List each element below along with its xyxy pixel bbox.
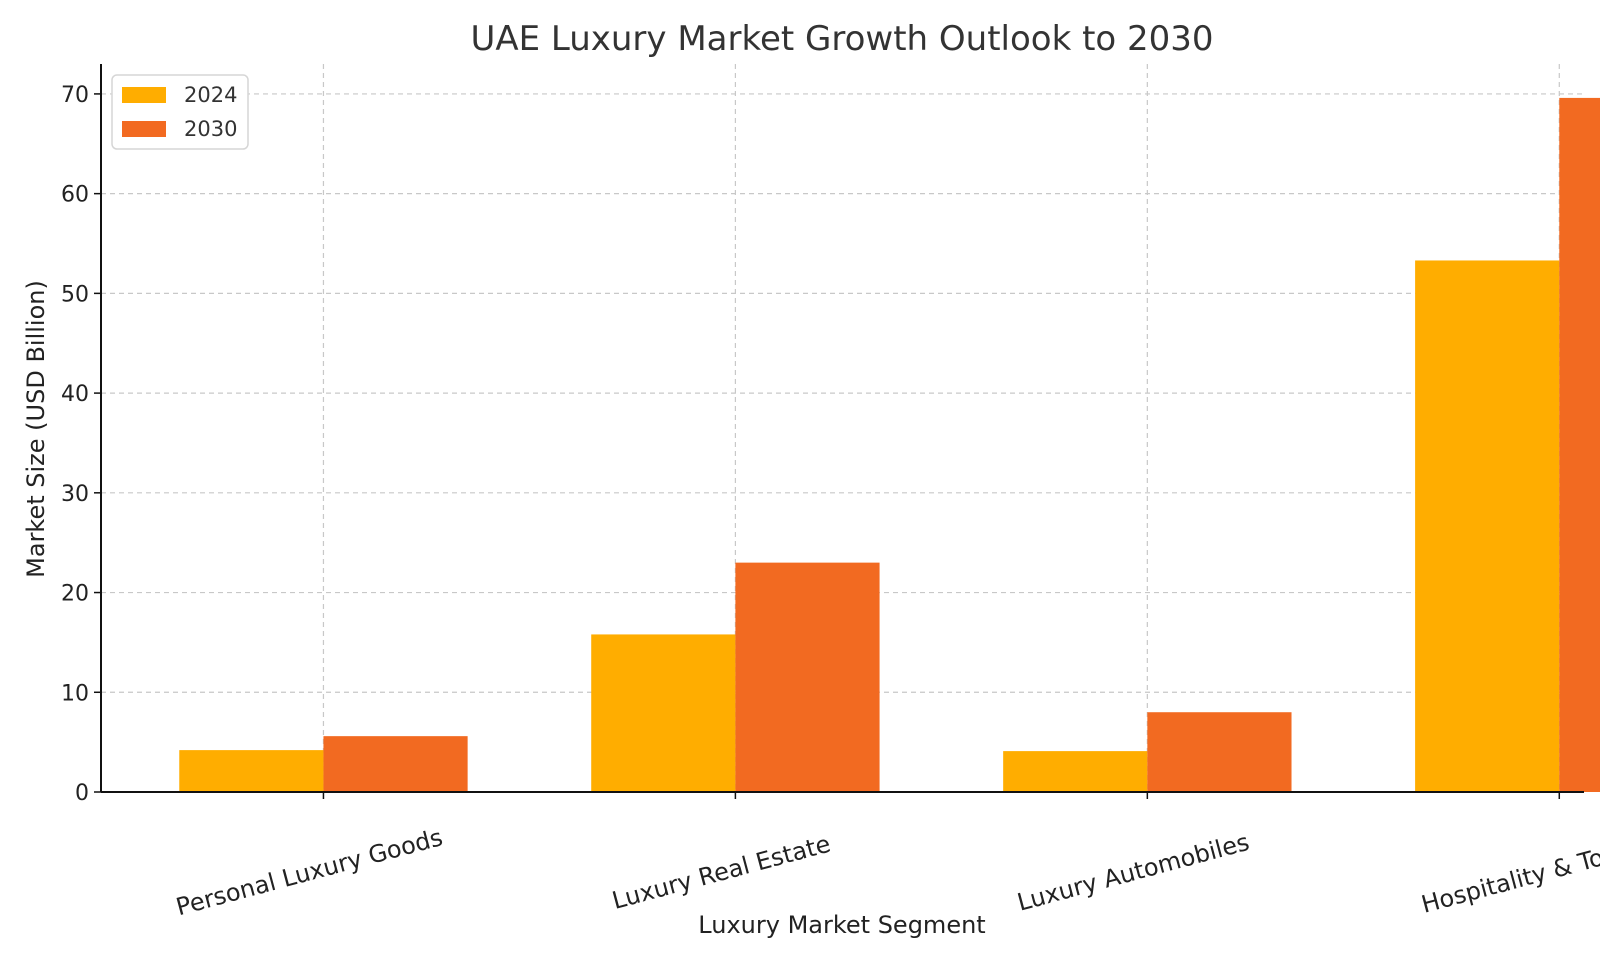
x-tick-label: Luxury Automobiles: [1014, 828, 1252, 917]
bar-2030: [323, 736, 468, 792]
y-axis-label: Market Size (USD Billion): [22, 280, 50, 578]
y-tick-label: 10: [61, 681, 89, 706]
x-axis-label: Luxury Market Segment: [698, 911, 985, 939]
axes: [94, 64, 1584, 799]
bar-2024: [1415, 260, 1560, 792]
y-tick-label: 20: [61, 582, 89, 607]
chart-title: UAE Luxury Market Growth Outlook to 2030: [470, 19, 1213, 59]
legend-label: 2030: [184, 117, 237, 141]
x-tick-label: Personal Luxury Goods: [173, 823, 446, 921]
y-tick-label: 60: [61, 183, 89, 208]
bars: [179, 97, 1600, 792]
bar-2024: [1003, 751, 1148, 792]
legend-swatch: [122, 87, 166, 103]
bar-2030: [1559, 97, 1600, 792]
legend: 2024 2030: [111, 74, 249, 150]
y-tick-label: 50: [61, 282, 89, 307]
bar-2024: [591, 634, 736, 792]
legend-label: 2024: [184, 83, 237, 107]
y-tick-label: 70: [61, 83, 89, 108]
x-tick-label: Hospitality & Tourism: [1418, 826, 1600, 919]
legend-swatch: [122, 121, 166, 137]
y-tick-label: 40: [61, 382, 89, 407]
x-tick-label: Luxury Real Estate: [609, 830, 833, 915]
y-tick-label: 30: [61, 482, 89, 507]
bar-2030: [1147, 712, 1292, 792]
y-tick-label: 0: [75, 781, 89, 806]
bar-2030: [735, 562, 880, 792]
bar-2024: [179, 750, 324, 792]
